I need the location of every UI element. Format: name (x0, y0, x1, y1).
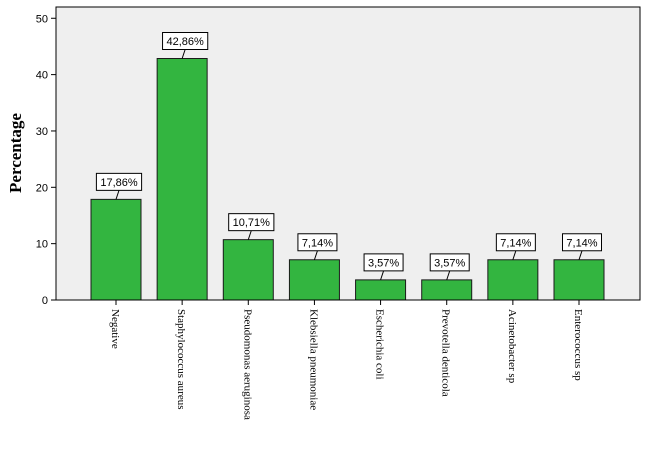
bar (222, 239, 274, 301)
x-category-label: Klebsiella pneumoniae (307, 309, 319, 410)
data-label-leader (512, 250, 517, 260)
data-label: 7,14% (500, 237, 531, 249)
data-label: 3,57% (434, 257, 465, 269)
data-label-leader (446, 270, 451, 281)
bar (156, 58, 208, 301)
x-category-label: Pseudomonas aeruginosa (241, 309, 253, 420)
bar (90, 198, 142, 301)
y-tick-label: 0 (42, 295, 48, 307)
x-category-label: Negative (109, 309, 121, 349)
data-label-leader (247, 230, 252, 240)
bar (288, 259, 340, 301)
data-label-box (562, 233, 602, 252)
y-tick-label: 30 (36, 126, 48, 138)
data-label-leader (578, 250, 583, 260)
data-label-box (363, 253, 404, 272)
plot-area (55, 6, 641, 301)
data-label: 3,57% (368, 257, 399, 269)
data-label-box (297, 233, 338, 252)
x-category-label: Prevotella denticola (440, 309, 452, 397)
data-label-leader (313, 250, 318, 260)
data-label-leader (380, 270, 385, 281)
y-tick-label: 50 (36, 13, 48, 25)
y-axis: 0 10 20 30 40 50 (36, 7, 57, 307)
data-labels-group: 17,86% 42,86% 10,71% 7,14% 3,57% 3,57% 7,14% 7,… (95, 32, 602, 281)
y-tick-label: 40 (36, 70, 48, 82)
x-category-label: Enterococcus sp (572, 309, 584, 381)
bar (553, 259, 605, 301)
data-label-box (162, 32, 209, 51)
data-label: 17,86% (100, 177, 138, 189)
data-label-box (228, 213, 275, 232)
bar (355, 279, 407, 301)
y-axis-label: Percentage (6, 113, 25, 193)
data-label: 10,71% (233, 217, 271, 229)
x-category-label: Staphylococcus aureus (175, 309, 187, 410)
y-tick-label: 10 (36, 239, 48, 251)
x-category-label: Acinetobacter sp (506, 309, 518, 384)
data-label-leader (115, 190, 120, 200)
data-label: 42,86% (166, 36, 204, 48)
data-label-box (95, 172, 143, 191)
data-label-box (429, 253, 470, 272)
data-label-box (495, 233, 536, 252)
y-tick-label: 20 (36, 182, 48, 194)
data-label: 7,14% (302, 237, 333, 249)
x-category-label: Escherichia coli (374, 309, 386, 380)
x-axis: Negative Staphylococcus aureus Pseudomonas… (56, 299, 640, 420)
bar (487, 259, 539, 301)
data-label: 7,14% (566, 237, 597, 249)
data-label-leader (181, 49, 186, 59)
bar (421, 279, 473, 301)
